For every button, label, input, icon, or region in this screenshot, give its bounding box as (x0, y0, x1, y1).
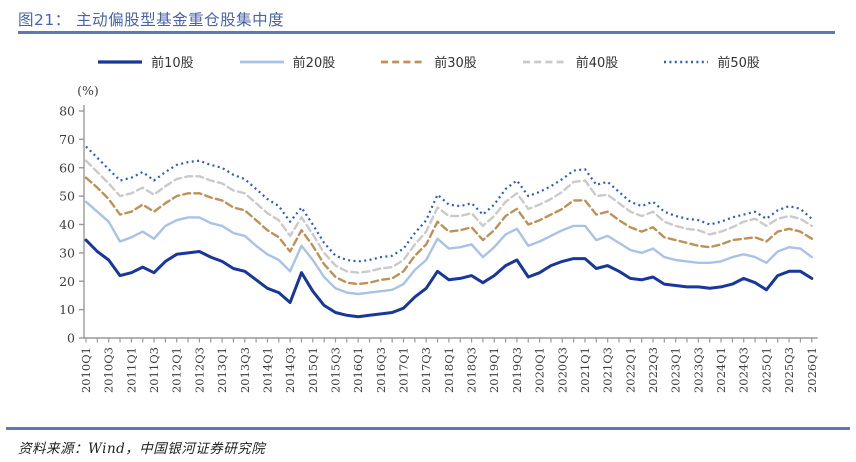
y-tick-label: 40 (59, 217, 75, 232)
x-tick-label: 2020Q1 (533, 347, 547, 393)
x-tick-label: 2023Q3 (691, 347, 705, 393)
x-tick-label: 2022Q1 (623, 347, 637, 393)
x-tick-label: 2015Q1 (306, 347, 320, 393)
legend-item-4: 前40股 (521, 52, 619, 71)
legend-item-1: 前10股 (96, 52, 194, 71)
x-tick-label: 2017Q3 (419, 347, 433, 393)
x-tick-label: 2023Q1 (669, 347, 683, 393)
x-tick-label: 2013Q3 (238, 347, 252, 393)
x-tick-label: 2012Q1 (170, 347, 184, 393)
x-tick-label: 2021Q3 (601, 347, 615, 393)
x-tick-label: 2011Q1 (124, 347, 138, 393)
legend-label: 前20股 (292, 56, 336, 71)
legend-item-5: 前50股 (662, 52, 760, 71)
legend-line-sample (98, 59, 143, 64)
series-line-4 (84, 159, 813, 274)
legend-item-3: 前30股 (379, 52, 477, 71)
x-tick-label: 2021Q1 (578, 347, 592, 393)
x-tick-label: 2025Q1 (759, 347, 773, 393)
legend-line-sample (381, 60, 426, 63)
x-tick-label: 2010Q1 (79, 347, 93, 393)
legend-label: 前10股 (151, 56, 194, 71)
y-tick-label: 0 (67, 331, 75, 346)
chart-title: 图21： 主动偏股型基金重仓股集中度 (18, 11, 285, 29)
y-tick-label: 20 (59, 274, 75, 289)
y-tick-label: 70 (59, 132, 75, 147)
x-tick-label: 2015Q3 (328, 347, 342, 393)
x-tick-label: 2018Q3 (465, 347, 479, 393)
y-tick-label: 80 (59, 104, 75, 119)
x-tick-label: 2013Q1 (215, 347, 229, 393)
x-tick-label: 2014Q1 (260, 347, 274, 393)
x-tick-label: 2024Q3 (737, 347, 751, 393)
x-tick-label: 2016Q1 (351, 347, 365, 393)
legend-label: 前30股 (434, 56, 477, 71)
series-line-5 (85, 145, 813, 263)
x-tick-label: 2025Q3 (782, 347, 796, 393)
x-tick-label: 2017Q1 (397, 347, 411, 393)
y-tick-label: 60 (59, 160, 75, 175)
series-line-1 (84, 238, 814, 319)
title-divider-rule (18, 31, 835, 34)
x-tick-label: 2018Q1 (442, 347, 456, 393)
y-tick-label: 10 (59, 302, 75, 317)
x-tick-label: 2019Q3 (510, 347, 524, 393)
legend-label: 前50股 (717, 56, 760, 71)
x-tick-label: 2012Q3 (192, 347, 206, 393)
x-tick-label: 2020Q3 (555, 347, 569, 393)
legend-label: 前40股 (575, 56, 619, 71)
legend-item-2: 前20股 (238, 52, 336, 71)
chart-legend: 前10股 前20股 前30股 前40股 前50股 (0, 52, 856, 71)
legend-line-sample (664, 60, 709, 63)
x-tick-label: 2014Q3 (283, 347, 297, 393)
footer-divider-rule (6, 427, 850, 430)
x-tick-label: 2026Q1 (805, 347, 819, 393)
y-unit-label: (%) (77, 83, 99, 98)
y-tick-label: 30 (59, 245, 75, 260)
series-line-3 (84, 176, 813, 286)
series-line-2 (84, 200, 813, 296)
legend-line-sample (239, 60, 284, 63)
x-tick-label: 2024Q1 (714, 347, 728, 393)
x-tick-label: 2011Q3 (147, 347, 161, 393)
x-tick-label: 2016Q3 (374, 347, 388, 393)
y-tick-label: 50 (59, 189, 75, 204)
x-tick-label: 2010Q3 (102, 347, 116, 393)
source-note: 资料来源：Wind，中国银河证券研究院 (18, 441, 266, 457)
x-tick-label: 2019Q1 (487, 347, 501, 393)
x-tick-label: 2022Q3 (646, 347, 660, 393)
legend-line-sample (522, 60, 567, 63)
